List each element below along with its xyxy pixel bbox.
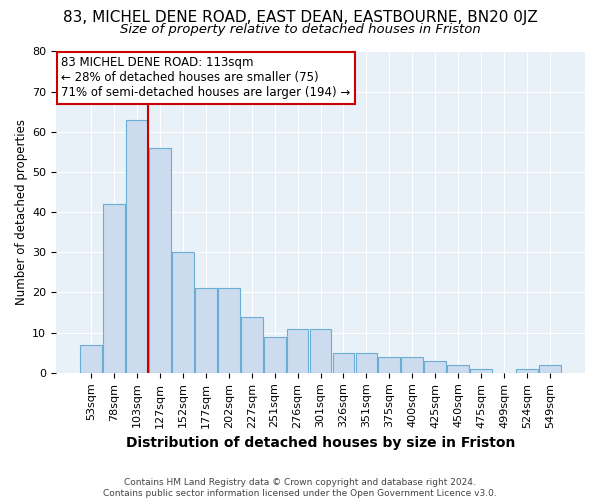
Bar [287,328,308,373]
Bar [539,365,561,373]
Bar [218,288,239,373]
Bar [103,204,125,373]
Bar [470,369,492,373]
Bar [195,288,217,373]
Bar [379,357,400,373]
Bar [424,361,446,373]
Bar [401,357,423,373]
Text: Contains HM Land Registry data © Crown copyright and database right 2024.
Contai: Contains HM Land Registry data © Crown c… [103,478,497,498]
Text: 83, MICHEL DENE ROAD, EAST DEAN, EASTBOURNE, BN20 0JZ: 83, MICHEL DENE ROAD, EAST DEAN, EASTBOU… [62,10,538,25]
Bar [80,344,102,373]
Text: 83 MICHEL DENE ROAD: 113sqm
← 28% of detached houses are smaller (75)
71% of sem: 83 MICHEL DENE ROAD: 113sqm ← 28% of det… [61,56,350,100]
Bar [332,352,355,373]
Bar [516,369,538,373]
Bar [448,365,469,373]
Bar [263,336,286,373]
Bar [126,120,148,373]
Bar [149,148,171,373]
Bar [310,328,331,373]
Bar [241,316,263,373]
Y-axis label: Number of detached properties: Number of detached properties [15,119,28,305]
Bar [172,252,194,373]
Bar [356,352,377,373]
X-axis label: Distribution of detached houses by size in Friston: Distribution of detached houses by size … [126,436,515,450]
Text: Size of property relative to detached houses in Friston: Size of property relative to detached ho… [119,22,481,36]
